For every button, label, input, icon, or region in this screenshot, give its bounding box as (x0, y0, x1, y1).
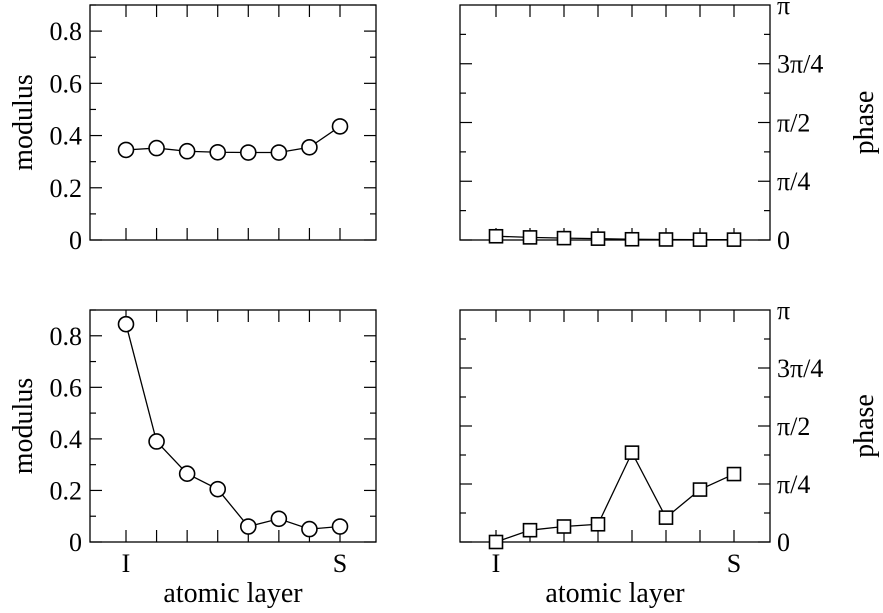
y-tick-label: 0.6 (50, 69, 83, 98)
y-tick-label: 0 (777, 226, 790, 255)
y-tick-label: 0 (69, 528, 82, 557)
data-point (148, 139, 165, 157)
data-point (178, 142, 196, 160)
x-axis-label: atomic layer (163, 578, 303, 609)
data-point (117, 315, 135, 333)
data-point (178, 465, 196, 482)
data-point (658, 510, 674, 525)
data-point (331, 118, 349, 135)
data-point (590, 231, 606, 246)
data-point (270, 144, 288, 161)
plot-frame (459, 4, 771, 241)
data-point (209, 480, 227, 498)
data-point (209, 143, 227, 161)
y-axis-label: modulus (8, 74, 39, 170)
y-tick-label: 0 (777, 528, 790, 557)
data-point (726, 232, 742, 247)
data-point (522, 230, 538, 245)
y-tick-label: 0.4 (50, 425, 83, 454)
y-axis-label: phase (849, 394, 880, 458)
y-tick-label: 0.8 (50, 17, 83, 46)
y-tick-label: π (777, 296, 790, 325)
data-point (148, 433, 165, 450)
data-point (331, 518, 349, 535)
data-point (488, 534, 504, 550)
data-point (590, 516, 606, 532)
data-point (522, 522, 538, 538)
data-point (692, 232, 708, 247)
data-point (117, 141, 135, 159)
y-tick-label: 0.2 (50, 174, 83, 203)
x-axis-label: atomic layer (545, 578, 685, 609)
x-tick-label: S (333, 549, 347, 578)
y-tick-label: π/4 (777, 470, 810, 499)
y-tick-label: π/2 (777, 412, 810, 441)
y-tick-label: 0.8 (50, 322, 83, 351)
series-line (125, 324, 341, 530)
x-tick-label: I (492, 549, 501, 578)
panel-top-right: 0 π/4 π/2 3π/4 π phase (459, 0, 880, 255)
data-point (692, 482, 708, 497)
data-point (301, 520, 318, 538)
plot-frame (89, 4, 377, 241)
y-tick-label: 0.4 (50, 122, 83, 151)
y-tick-label: π/2 (777, 108, 810, 137)
y-tick-label: 0.6 (50, 373, 83, 402)
x-tick-label: I (122, 549, 131, 578)
plot-frame (89, 309, 377, 543)
data-point (658, 232, 674, 247)
data-point (556, 519, 572, 534)
y-axis-label: phase (849, 91, 880, 155)
plot-frame (459, 309, 771, 543)
y-tick-label: 3π/4 (777, 50, 823, 79)
y-tick-label: 3π/4 (777, 354, 823, 383)
y-axis-label: modulus (8, 378, 39, 474)
data-point (624, 445, 640, 460)
data-point (624, 231, 640, 247)
y-tick-label: π/4 (777, 167, 810, 196)
y-tick-label: π (777, 0, 790, 20)
y-tick-label: 0.2 (50, 476, 83, 505)
y-tick-label: 0 (69, 226, 82, 255)
data-point (239, 144, 257, 161)
data-point (488, 228, 504, 244)
data-point (556, 230, 572, 246)
data-point (270, 510, 288, 528)
x-tick-label: S (727, 549, 741, 578)
data-point (726, 466, 742, 482)
panel-top-left: 0 0.2 0.4 0.6 0.8 modulus (8, 4, 377, 255)
data-point (239, 518, 257, 535)
data-point (301, 139, 318, 156)
